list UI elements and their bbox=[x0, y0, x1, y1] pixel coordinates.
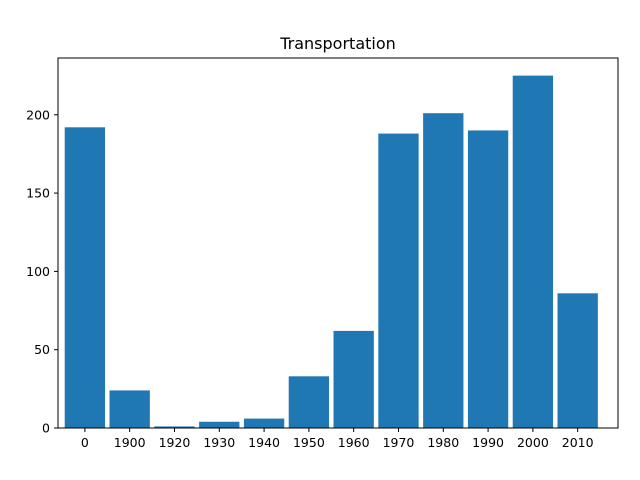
bars-group bbox=[64, 75, 598, 429]
x-tick-label: 2000 bbox=[517, 435, 549, 450]
bar-1960 bbox=[333, 330, 374, 428]
y-tick-label: 50 bbox=[34, 342, 50, 357]
x-tick-label: 1940 bbox=[248, 435, 280, 450]
bar-0 bbox=[64, 127, 106, 429]
x-tick-label: 1920 bbox=[159, 435, 191, 450]
bar-2010 bbox=[557, 293, 598, 428]
x-tick-label: 1970 bbox=[383, 435, 415, 450]
bar-2000 bbox=[512, 75, 554, 429]
y-tick-label: 0 bbox=[42, 421, 50, 436]
y-axis-ticks: 0 50 100 150 200 bbox=[26, 107, 58, 436]
x-tick-label: 1930 bbox=[203, 435, 235, 450]
x-tick-label: 1990 bbox=[472, 435, 504, 450]
bar-1980 bbox=[423, 113, 464, 429]
bar-1950 bbox=[288, 376, 330, 428]
bar-1940 bbox=[243, 418, 285, 428]
bar-1970 bbox=[378, 133, 419, 428]
y-tick-label: 150 bbox=[26, 186, 50, 201]
x-tick-label: 0 bbox=[81, 435, 89, 450]
x-tick-label: 1960 bbox=[338, 435, 370, 450]
y-tick-label: 200 bbox=[26, 107, 50, 122]
chart-title: Transportation bbox=[279, 34, 396, 53]
x-tick-label: 1950 bbox=[293, 435, 325, 450]
bar-1920 bbox=[154, 426, 195, 428]
x-tick-label: 1980 bbox=[427, 435, 459, 450]
x-axis-ticks: 0 1900 1920 1930 1940 1950 1960 1970 1980 1990 200… bbox=[81, 428, 594, 450]
x-tick-label: 1900 bbox=[114, 435, 146, 450]
y-tick-label: 100 bbox=[26, 264, 50, 279]
plot-frame bbox=[57, 57, 619, 429]
x-tick-label: 2010 bbox=[562, 435, 594, 450]
bar-1930 bbox=[199, 421, 240, 428]
bar-1900 bbox=[109, 390, 150, 428]
bar-1990 bbox=[467, 130, 509, 428]
